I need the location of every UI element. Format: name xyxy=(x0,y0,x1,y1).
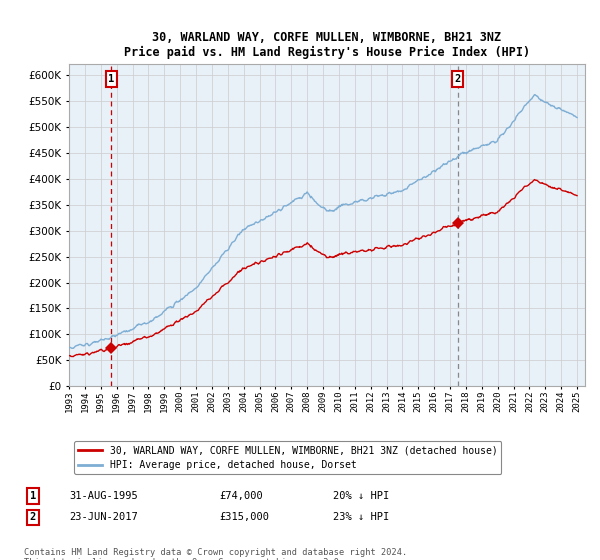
Text: 2: 2 xyxy=(454,74,461,84)
Text: Contains HM Land Registry data © Crown copyright and database right 2024.
This d: Contains HM Land Registry data © Crown c… xyxy=(24,548,407,560)
Text: 1: 1 xyxy=(108,74,115,84)
Legend: 30, WARLAND WAY, CORFE MULLEN, WIMBORNE, BH21 3NZ (detached house), HPI: Average: 30, WARLAND WAY, CORFE MULLEN, WIMBORNE,… xyxy=(74,441,502,474)
Text: 2: 2 xyxy=(30,512,36,522)
Text: 31-AUG-1995: 31-AUG-1995 xyxy=(69,491,138,501)
Text: 23% ↓ HPI: 23% ↓ HPI xyxy=(333,512,389,522)
Text: £315,000: £315,000 xyxy=(219,512,269,522)
Text: 1: 1 xyxy=(30,491,36,501)
Text: £74,000: £74,000 xyxy=(219,491,263,501)
Text: 20% ↓ HPI: 20% ↓ HPI xyxy=(333,491,389,501)
Title: 30, WARLAND WAY, CORFE MULLEN, WIMBORNE, BH21 3NZ
Price paid vs. HM Land Registr: 30, WARLAND WAY, CORFE MULLEN, WIMBORNE,… xyxy=(124,31,530,59)
Text: 23-JUN-2017: 23-JUN-2017 xyxy=(69,512,138,522)
